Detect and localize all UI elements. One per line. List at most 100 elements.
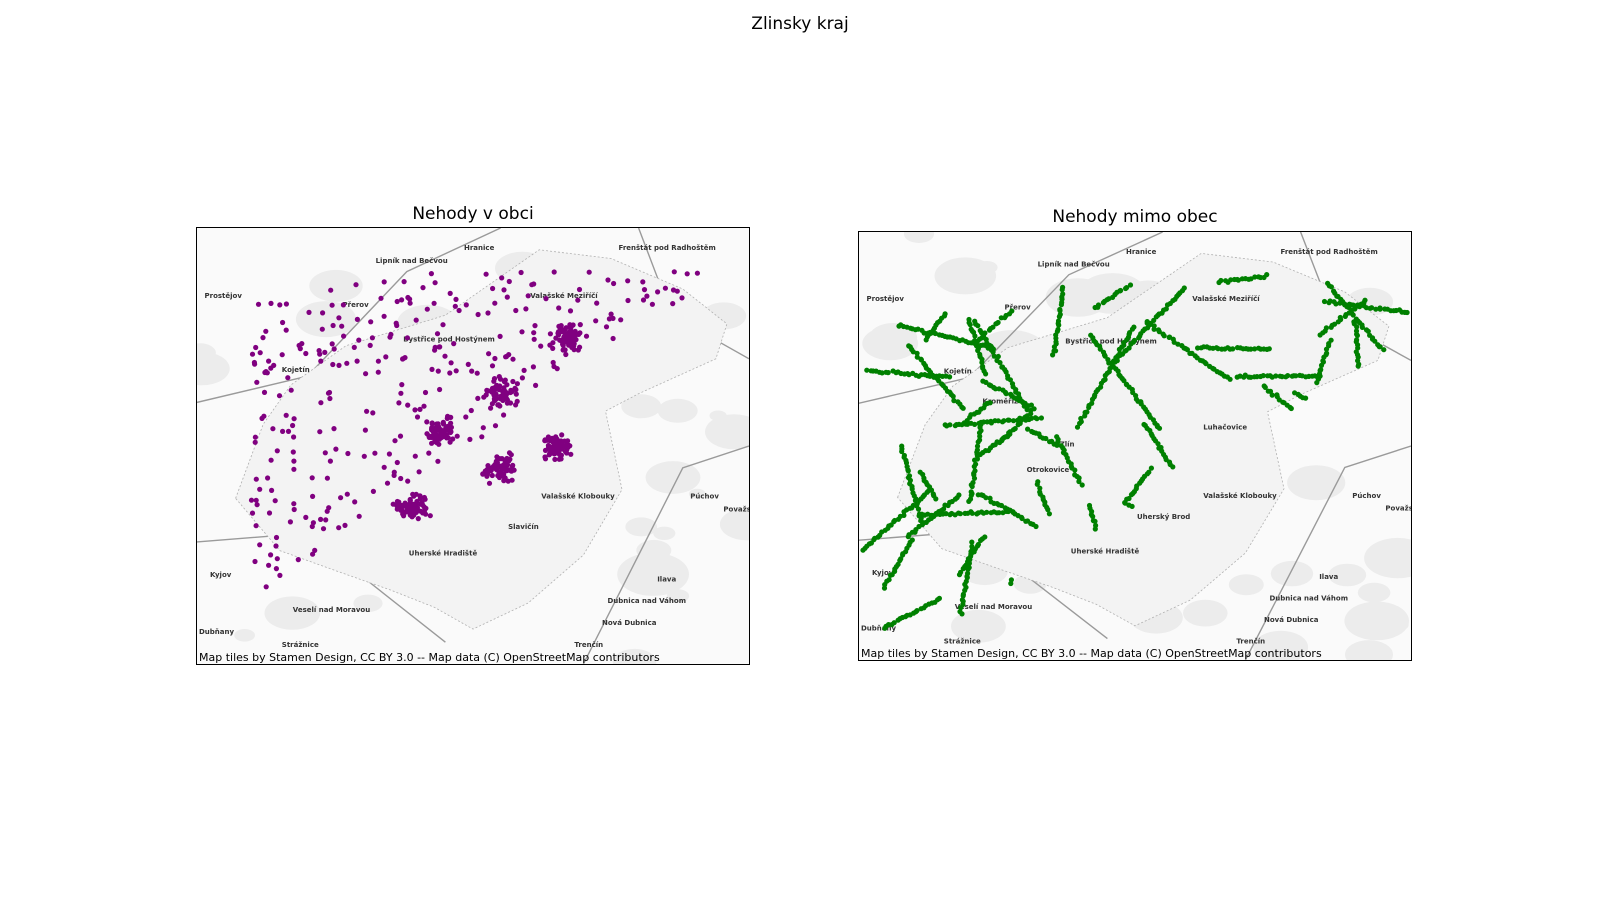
terrain-patch (862, 326, 919, 361)
accident-point (318, 400, 324, 406)
accident-point (353, 282, 359, 288)
accident-point (317, 429, 323, 435)
accident-point (1279, 374, 1285, 380)
accident-point (671, 269, 677, 275)
accident-point (429, 440, 435, 446)
accident-point (551, 269, 557, 275)
accident-point (1028, 415, 1035, 421)
accident-point (407, 296, 413, 302)
accident-point (525, 293, 531, 299)
accident-point (1293, 373, 1299, 379)
accident-point (1057, 311, 1063, 318)
accident-point (1260, 373, 1266, 379)
accident-point (558, 323, 564, 329)
town-label: Púchov (690, 493, 719, 501)
town-label: Kojetín (944, 368, 972, 376)
accident-point (510, 378, 516, 385)
accident-point (268, 457, 274, 463)
accident-point (649, 301, 655, 307)
accident-point (319, 326, 325, 332)
accident-point (565, 438, 571, 444)
accident-point (995, 353, 1001, 360)
accident-point (1141, 421, 1147, 428)
terrain-patch (625, 517, 658, 537)
town-label: Považská By (1385, 505, 1411, 513)
accident-point (560, 342, 566, 348)
terrain-patch (234, 629, 255, 642)
accident-point (523, 306, 529, 312)
accident-point (1148, 465, 1154, 471)
accident-point (969, 483, 975, 490)
accident-point (394, 298, 400, 305)
accident-point (453, 296, 459, 302)
town-label: Hranice (464, 244, 495, 252)
accident-point (1203, 361, 1209, 367)
accident-point (266, 510, 273, 516)
accident-point (1047, 439, 1053, 445)
accident-point (974, 511, 980, 517)
accident-point (1151, 326, 1157, 332)
accident-point (550, 345, 556, 351)
accident-point (1058, 443, 1064, 449)
accident-point (415, 516, 421, 522)
accident-point (354, 358, 360, 364)
accident-point (923, 337, 929, 343)
accident-point (491, 396, 497, 402)
accident-point (387, 334, 393, 340)
terrain-patch (353, 594, 383, 612)
accident-point (404, 335, 410, 341)
accident-point (1082, 413, 1088, 419)
accident-point (972, 318, 978, 324)
accident-point (440, 322, 446, 328)
town-label: Nová Dubnica (602, 619, 657, 627)
accident-point (586, 269, 592, 275)
town-label: Lipník nad Bečvou (376, 257, 448, 265)
accident-point (447, 370, 453, 376)
accident-point (252, 439, 258, 445)
accident-point (918, 606, 924, 612)
accident-point (261, 413, 267, 419)
accident-point (413, 317, 419, 323)
accident-point (603, 324, 610, 330)
accident-point (1072, 472, 1078, 478)
accident-point (474, 370, 480, 376)
accident-point (329, 341, 335, 347)
accident-point (947, 512, 953, 518)
accident-point (451, 341, 457, 347)
accident-point (383, 354, 389, 360)
accident-point (530, 364, 536, 370)
accident-point (291, 466, 297, 472)
accident-point (506, 278, 512, 285)
accident-point (575, 347, 581, 353)
accident-point (1023, 518, 1029, 524)
town-label: Veselí nad Moravou (293, 606, 370, 614)
accident-point (427, 513, 433, 519)
accident-point (444, 435, 450, 441)
accident-point (325, 390, 332, 396)
accident-point (339, 323, 345, 329)
accident-point (951, 398, 957, 404)
accident-point (463, 414, 469, 420)
accident-point (399, 297, 405, 303)
accident-point (593, 318, 599, 324)
accident-point (414, 414, 421, 420)
accident-point (501, 287, 507, 293)
town-label: Valašské Meziříčí (1192, 295, 1260, 303)
town-label: Dubnica nad Váhom (608, 597, 687, 605)
accident-point (501, 379, 507, 385)
terrain-patch (612, 648, 657, 664)
accident-point (1055, 318, 1062, 324)
accident-point (312, 547, 318, 553)
accident-point (331, 346, 337, 352)
accident-point (662, 285, 668, 291)
accident-point (423, 511, 429, 517)
accident-point (405, 402, 411, 408)
accident-point (556, 456, 562, 462)
town-label: Uherské Hradiště (1071, 547, 1140, 555)
accident-point (437, 386, 443, 393)
town-label: Uherské Hradiště (409, 549, 478, 557)
accident-point (345, 450, 351, 457)
accident-point (318, 516, 324, 522)
accident-point (655, 289, 661, 295)
accident-point (467, 436, 473, 442)
